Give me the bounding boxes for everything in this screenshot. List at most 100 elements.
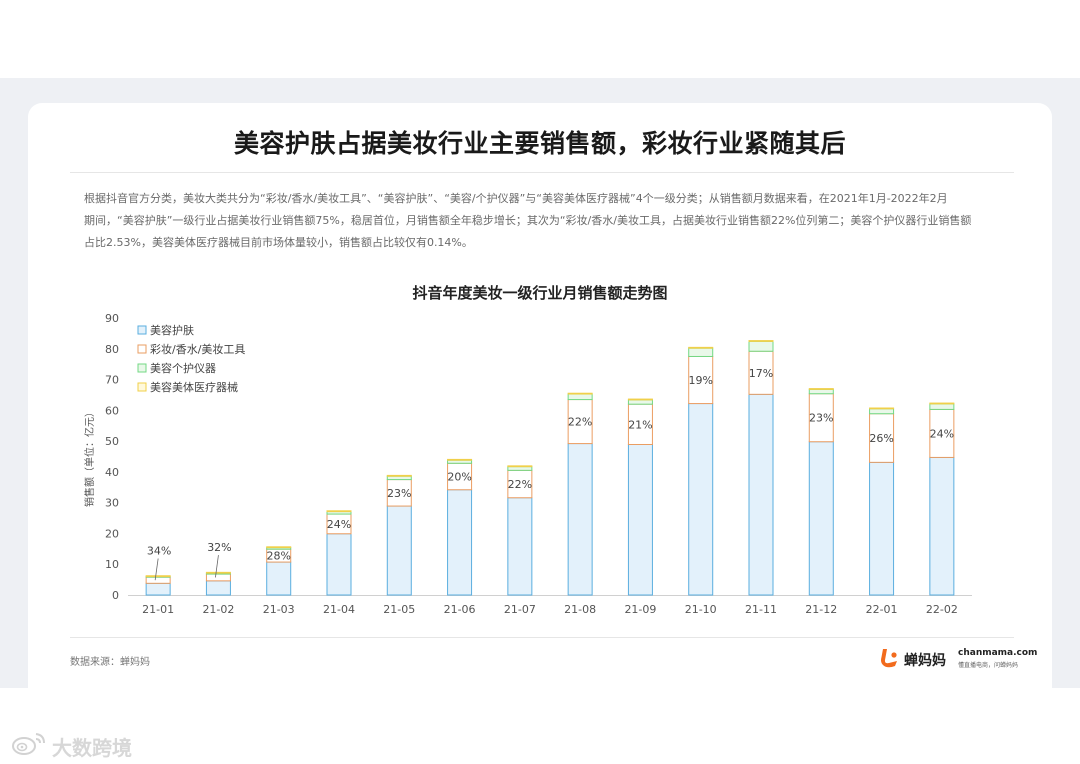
x-tick-label: 21-08: [564, 603, 596, 616]
share-label: 23%: [809, 412, 833, 425]
bar-segment-1: [688, 403, 714, 596]
x-tick-label: 21-10: [685, 603, 717, 616]
footer-divider: [70, 637, 1014, 638]
description-line: 占比2.53%，美容美体医疗器械目前市场体量较小，销售额占比较仅有0.14%。: [84, 236, 473, 249]
share-label: 26%: [869, 432, 893, 445]
bar-segment-2: [145, 576, 171, 584]
data-source: 数据来源：蝉妈妈: [70, 657, 150, 668]
y-tick-label: 60: [105, 404, 119, 417]
bar-segment-4: [266, 546, 292, 549]
y-tick-label: 20: [105, 527, 119, 540]
share-label: 22%: [508, 478, 532, 491]
share-label: 24%: [930, 427, 954, 440]
y-tick-label: 30: [105, 497, 119, 510]
share-leader-line: [215, 555, 219, 578]
bar-segment-2: [205, 573, 231, 582]
bar-segment-1: [929, 456, 955, 596]
description-line: 期间，“美容护肤”一级行业占据美妆行业销售额75%，稳居首位，月销售额全年稳步增…: [84, 214, 972, 227]
bar-segment-4: [748, 340, 774, 342]
bar-segment-4: [869, 407, 895, 410]
legend-label: 美容护肤: [150, 323, 194, 337]
x-tick-label: 21-05: [383, 603, 415, 616]
bar-segment-2: [386, 479, 412, 507]
title-divider: [70, 172, 1014, 173]
share-label: 34%: [147, 545, 171, 558]
x-tick-label: 21-12: [805, 603, 837, 616]
bar-segment-1: [748, 393, 774, 596]
bar-segment-2: [627, 403, 653, 445]
share-label: 28%: [266, 550, 290, 563]
bar-segment-4: [808, 388, 834, 390]
y-tick-label: 0: [112, 589, 119, 602]
chanmama-logo-icon: [881, 649, 897, 668]
bar-segment-3: [386, 475, 412, 481]
page-title: 美容护肤占据美妆行业主要销售额，彩妆行业紧随其后: [233, 129, 846, 158]
bar-segment-3: [808, 388, 834, 395]
legend-swatch-4: [137, 382, 147, 392]
chart-title: 抖音年度美妆一级行业月销售额走势图: [412, 284, 668, 302]
y-tick-label: 80: [105, 343, 119, 356]
bar-segment-1: [386, 505, 412, 596]
brand-name: 蝉妈妈: [904, 653, 946, 669]
y-axis-label: 销售额（单位：亿元）: [83, 407, 96, 507]
y-tick-label: 40: [105, 466, 119, 479]
brand-slogan: 懂直播电商，问蝉妈妈: [958, 662, 1019, 669]
y-tick-label: 50: [105, 435, 119, 448]
x-tick-label: 22-01: [866, 603, 898, 616]
legend-swatch-3: [137, 363, 147, 373]
bar-segment-1: [627, 443, 653, 596]
watermark-text: 大数跨境: [52, 736, 132, 760]
y-tick-label: 90: [105, 312, 119, 325]
legend-label: 美容美体医疗器械: [150, 380, 238, 394]
bar-segment-2: [748, 350, 774, 395]
bar-segment-1: [869, 461, 895, 596]
share-leader-line: [154, 558, 159, 581]
x-tick-label: 21-06: [444, 603, 476, 616]
brand-site: chanmama.com: [958, 648, 1038, 658]
bar-segment-1: [145, 582, 171, 596]
bar-segment-4: [929, 402, 955, 405]
x-tick-label: 21-11: [745, 603, 777, 616]
bar-segment-4: [386, 474, 412, 477]
share-label: 23%: [387, 487, 411, 500]
share-label: 20%: [447, 471, 471, 484]
y-tick-label: 70: [105, 374, 119, 387]
bar-segment-3: [507, 466, 533, 471]
x-tick-label: 22-02: [926, 603, 958, 616]
bar-segment-3: [748, 340, 774, 352]
x-tick-label: 21-07: [504, 603, 536, 616]
x-tick-label: 21-09: [624, 603, 656, 616]
bar-segment-3: [869, 408, 895, 415]
legend-swatch-2: [137, 344, 147, 354]
bar-segment-4: [205, 571, 231, 574]
bar-segment-4: [688, 346, 714, 349]
bar-segment-1: [567, 443, 593, 596]
legend-swatch-1: [137, 325, 147, 335]
bar-segment-1: [266, 561, 292, 596]
share-label: 22%: [568, 416, 592, 429]
share-label: 21%: [628, 418, 652, 431]
legend-label: 美容个护仪器: [150, 361, 216, 375]
bar-segment-1: [808, 441, 834, 596]
bar-segment-2: [808, 393, 834, 443]
bar-segment-1: [447, 489, 473, 596]
bar-segment-4: [567, 392, 593, 395]
bar-segment-1: [326, 533, 352, 596]
x-tick-label: 21-04: [323, 603, 355, 616]
bar-segment-3: [929, 403, 955, 410]
share-label: 32%: [207, 541, 231, 554]
description: 根据抖音官方分类，美妆大类共分为“彩妆/香水/美妆工具”、“美容护肤”、“美容/…: [84, 188, 1006, 254]
share-label: 19%: [688, 374, 712, 387]
bar-segment-2: [447, 462, 473, 491]
bar-segment-2: [929, 408, 955, 458]
description-line: 根据抖音官方分类，美妆大类共分为“彩妆/香水/美妆工具”、“美容护肤”、“美容/…: [84, 192, 948, 205]
share-label: 17%: [749, 367, 773, 380]
bar-segment-4: [507, 465, 533, 468]
bar-segment-1: [507, 497, 533, 596]
bar-segment-2: [869, 413, 895, 463]
bar-segment-4: [326, 510, 352, 513]
x-tick-label: 21-01: [142, 603, 174, 616]
legend-label: 彩妆/香水/美妆工具: [150, 343, 245, 356]
bar-segment-4: [627, 398, 653, 401]
